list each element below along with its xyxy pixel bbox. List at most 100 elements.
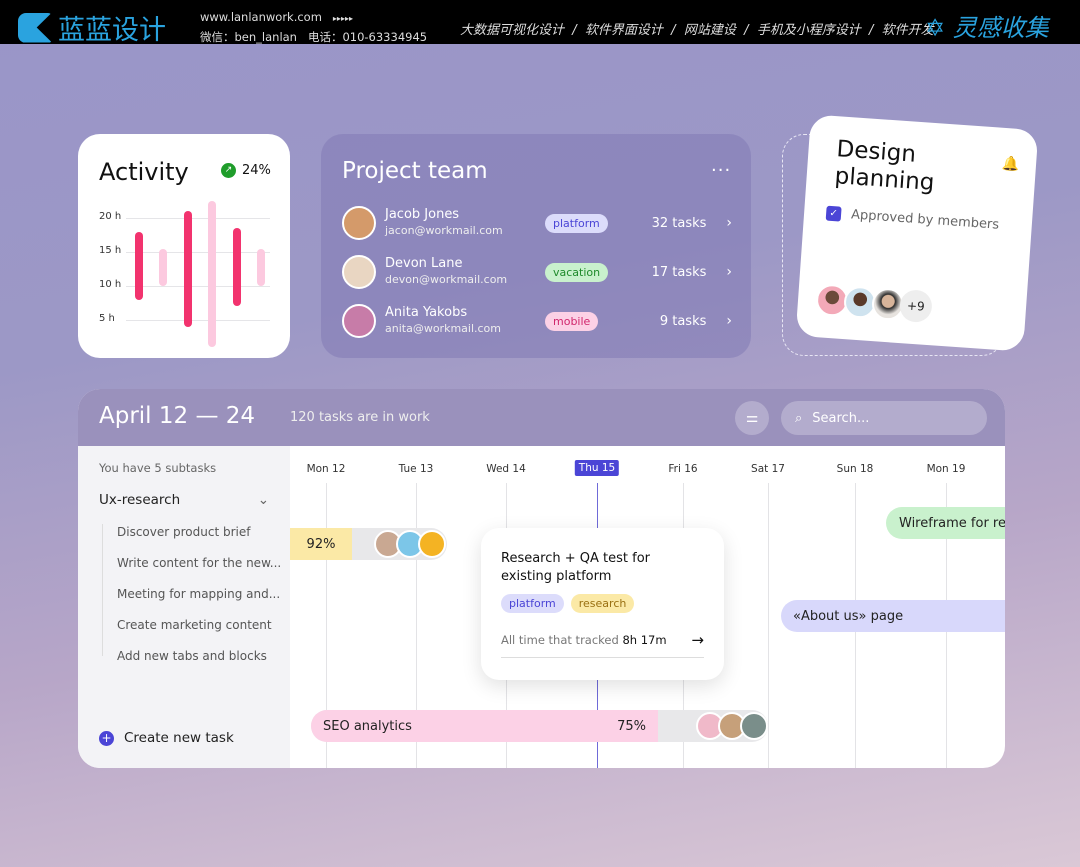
group-ux-research[interactable]: Ux-research ⌄ <box>99 492 269 508</box>
gridline <box>126 286 270 287</box>
trend-up-icon: ↗ <box>221 163 236 178</box>
subtask-item[interactable]: Meeting for mapping and... <box>117 587 281 601</box>
team-member-row[interactable]: Anita Yakobs anita@workmail.com mobile 9 … <box>342 301 732 341</box>
logo-mark-icon <box>18 12 52 43</box>
popup-title: Research + QA test for existing platform <box>501 551 651 584</box>
member-tasks: 32 tasks <box>651 215 707 231</box>
search-placeholder: Search... <box>812 410 870 426</box>
activity-title: Activity <box>99 158 189 186</box>
activity-card: Activity ↗ 24% 20 h 15 h 10 h 5 h <box>78 134 290 358</box>
team-title: Project team <box>342 158 488 184</box>
avatar <box>342 304 376 338</box>
more-icon[interactable]: ··· <box>711 160 732 181</box>
filter-button[interactable]: ⚌ <box>735 401 769 435</box>
design-planning-card[interactable]: Design planning 🔔 ✓ Approved by members +… <box>795 114 1039 352</box>
member-info: Anita Yakobs anita@workmail.com <box>385 305 545 337</box>
member-email: jacon@workmail.com <box>385 224 503 237</box>
activity-bar <box>183 211 192 327</box>
seo-progress: SEO analytics 75% <box>311 710 658 742</box>
subtask-item[interactable]: Create marketing content <box>117 618 272 632</box>
chevron-right-icon[interactable]: › <box>726 264 732 280</box>
member-name: Jacob Jones <box>385 207 460 222</box>
top-banner: 蓝蓝设计 www.lanlanwork.com ▸▸▸▸▸ 微信：ben_lan… <box>0 0 1080 47</box>
progress-label: 92% <box>290 528 352 560</box>
member-info: Devon Lane devon@workmail.com <box>385 256 545 288</box>
task-popup: Research + QA test for existing platform… <box>481 528 724 680</box>
activity-bar <box>159 248 168 286</box>
tag-research[interactable]: research <box>570 594 635 613</box>
chevron-right-icon[interactable]: › <box>726 215 732 231</box>
task-bar-wireframe[interactable]: Wireframe for reg <box>886 507 1005 539</box>
day-label-today[interactable]: Thu 15 <box>574 460 620 476</box>
task-bar-92[interactable]: 92% <box>290 528 447 560</box>
day-label[interactable]: Fri 16 <box>668 463 698 475</box>
services: 大数据可视化设计 / 软件界面设计 / 网站建设 / 手机及小程序设计 / 软件… <box>460 23 934 38</box>
task-bar-seo[interactable]: SEO analytics 75% <box>311 710 768 742</box>
day-label[interactable]: Mon 19 <box>926 463 966 475</box>
inspiration-brand: ✡ 灵感收集 <box>925 14 1049 42</box>
y-tick-label: 15 h <box>99 245 122 256</box>
create-task-button[interactable]: + Create new task <box>99 730 234 746</box>
activity-bar <box>135 231 143 300</box>
schedule-header: April 12 — 24 120 tasks are in work ⚌ ⌕ S… <box>78 389 1005 446</box>
y-tick-label: 20 h <box>99 211 122 222</box>
design-title: Design planning <box>833 136 936 197</box>
bell-icon[interactable]: 🔔 <box>1001 155 1020 173</box>
plus-icon: + <box>99 730 114 746</box>
day-label[interactable]: Sun 18 <box>836 463 874 475</box>
phone: 电话：010-63334945 <box>307 30 428 44</box>
group-label: Ux-research <box>99 492 181 508</box>
member-info: Jacob Jones jacon@workmail.com <box>385 207 545 239</box>
subtasks-note: You have 5 subtasks <box>99 461 217 475</box>
subtask-item[interactable]: Add new tabs and blocks <box>117 649 267 663</box>
y-tick-label: 5 h <box>99 313 115 324</box>
schedule-panel: April 12 — 24 120 tasks are in work ⚌ ⌕ S… <box>78 389 1005 768</box>
activity-bar <box>232 228 241 307</box>
team-member-row[interactable]: Devon Lane devon@workmail.com vacation 17… <box>342 252 732 292</box>
day-label[interactable]: Tue 13 <box>398 463 434 475</box>
chevron-right-icon[interactable]: › <box>726 313 732 329</box>
check-icon: ✓ <box>825 205 842 222</box>
more-members[interactable]: +9 <box>898 289 933 324</box>
team-member-row[interactable]: Jacob Jones jacon@workmail.com platform 3… <box>342 203 732 243</box>
member-tag: vacation <box>545 262 609 282</box>
subtask-item[interactable]: Write content for the new... <box>117 556 282 570</box>
member-tag: platform <box>545 213 608 233</box>
day-label[interactable]: Mon 12 <box>306 463 346 475</box>
member-tag: mobile <box>545 311 599 331</box>
filter-icon: ⚌ <box>745 410 759 426</box>
project-team-card: Project team ··· Jacob Jones jacon@workma… <box>321 134 751 358</box>
activity-bar <box>208 201 217 348</box>
seo-label: SEO analytics <box>323 718 412 734</box>
subtask-sidebar: You have 5 subtasks Ux-research ⌄ Discove… <box>78 446 290 768</box>
brand-name: 蓝蓝设计 <box>58 15 166 46</box>
task-bar-about-us[interactable]: «About us» page <box>781 600 1005 632</box>
tag-platform[interactable]: platform <box>501 594 564 613</box>
check-label: Approved by members <box>850 207 1000 233</box>
day-gridline <box>416 483 417 768</box>
avatar <box>418 530 446 558</box>
day-label[interactable]: Wed 14 <box>486 463 526 475</box>
approved-checkbox[interactable]: ✓ Approved by members <box>825 205 1000 233</box>
tracked-label: All time that tracked <box>501 633 619 647</box>
brand-logo: 蓝蓝设计 <box>18 8 166 47</box>
activity-bar <box>257 248 265 286</box>
subtask-item[interactable]: Discover product brief <box>117 525 251 539</box>
gridline <box>126 320 270 321</box>
arrow-right-icon[interactable]: → <box>691 631 704 649</box>
date-range-title: April 12 — 24 <box>99 403 256 429</box>
chevron-down-icon: ⌄ <box>257 492 269 508</box>
member-name: Devon Lane <box>385 256 463 271</box>
avatar <box>342 206 376 240</box>
member-name: Anita Yakobs <box>385 305 468 320</box>
avatar <box>342 255 376 289</box>
website: www.lanlanwork.com <box>200 10 322 24</box>
activity-change: ↗ 24% <box>221 163 271 178</box>
member-tasks: 9 tasks <box>659 313 707 329</box>
member-avatars: +9 <box>815 283 933 324</box>
day-label[interactable]: Sat 17 <box>751 463 785 475</box>
search-input[interactable]: ⌕ Search... <box>781 401 987 435</box>
tree-line <box>102 524 103 656</box>
member-email: devon@workmail.com <box>385 273 508 286</box>
search-icon: ⌕ <box>795 410 803 426</box>
